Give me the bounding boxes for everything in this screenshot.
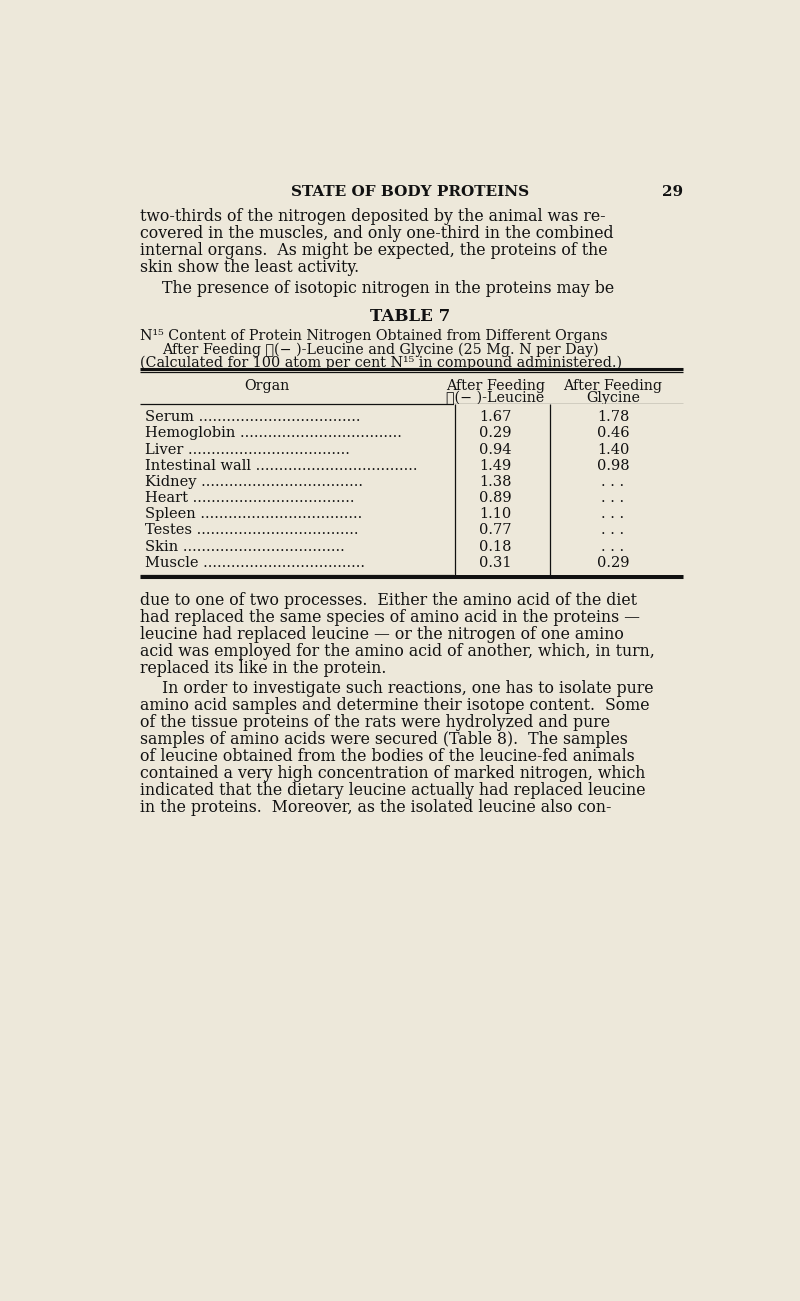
Text: 0.98: 0.98: [597, 459, 630, 472]
Text: due to one of two processes.  Either the amino acid of the diet: due to one of two processes. Either the …: [140, 592, 638, 609]
Text: 0.89: 0.89: [479, 490, 511, 505]
Text: Skin ...................................: Skin ...................................: [145, 540, 345, 554]
Text: 1.40: 1.40: [597, 442, 630, 457]
Text: 1.78: 1.78: [597, 410, 630, 424]
Text: Glycine: Glycine: [586, 392, 640, 405]
Text: 0.94: 0.94: [479, 442, 511, 457]
Text: replaced its like in the protein.: replaced its like in the protein.: [140, 660, 386, 677]
Text: skin show the least activity.: skin show the least activity.: [140, 259, 359, 276]
Text: After Feeding: After Feeding: [446, 380, 545, 393]
Text: Serum ...................................: Serum ..................................…: [145, 410, 361, 424]
Text: indicated that the dietary leucine actually had replaced leucine: indicated that the dietary leucine actua…: [140, 782, 646, 799]
Text: After Feeding: After Feeding: [563, 380, 662, 393]
Text: Heart ...................................: Heart ..................................…: [145, 490, 354, 505]
Text: 0.77: 0.77: [479, 523, 511, 537]
Text: Testes ...................................: Testes .................................…: [145, 523, 358, 537]
Text: Kidney ...................................: Kidney .................................…: [145, 475, 363, 489]
Text: had replaced the same species of amino acid in the proteins —: had replaced the same species of amino a…: [140, 609, 640, 626]
Text: . . .: . . .: [602, 475, 625, 489]
Text: Intestinal wall ...................................: Intestinal wall ........................…: [145, 459, 418, 472]
Text: of the tissue proteins of the rats were hydrolyzed and pure: of the tissue proteins of the rats were …: [140, 714, 610, 731]
Text: In order to investigate such reactions, one has to isolate pure: In order to investigate such reactions, …: [162, 680, 654, 697]
Text: 1.10: 1.10: [479, 507, 511, 522]
Text: 0.46: 0.46: [597, 427, 630, 441]
Text: The presence of isotopic nitrogen in the proteins may be: The presence of isotopic nitrogen in the…: [162, 280, 614, 297]
Text: of leucine obtained from the bodies of the leucine-fed animals: of leucine obtained from the bodies of t…: [140, 748, 635, 765]
Text: Liver ...................................: Liver ..................................…: [145, 442, 350, 457]
Text: two-thirds of the nitrogen deposited by the animal was re-: two-thirds of the nitrogen deposited by …: [140, 208, 606, 225]
Text: . . .: . . .: [602, 540, 625, 554]
Text: 0.31: 0.31: [479, 556, 511, 570]
Text: (Calculated for 100 atom per cent N¹⁵ in compound administered.): (Calculated for 100 atom per cent N¹⁵ in…: [140, 355, 622, 369]
Text: STATE OF BODY PROTEINS: STATE OF BODY PROTEINS: [291, 185, 529, 199]
Text: N¹⁵ Content of Protein Nitrogen Obtained from Different Organs: N¹⁵ Content of Protein Nitrogen Obtained…: [140, 329, 608, 343]
Text: samples of amino acids were secured (Table 8).  The samples: samples of amino acids were secured (Tab…: [140, 731, 628, 748]
Text: 29: 29: [662, 185, 683, 199]
Text: internal organs.  As might be expected, the proteins of the: internal organs. As might be expected, t…: [140, 242, 608, 259]
Text: Spleen ...................................: Spleen .................................…: [145, 507, 362, 522]
Text: . . .: . . .: [602, 490, 625, 505]
Text: . . .: . . .: [602, 523, 625, 537]
Text: 1.38: 1.38: [479, 475, 511, 489]
Text: Muscle ...................................: Muscle .................................…: [145, 556, 365, 570]
Text: contained a very high concentration of marked nitrogen, which: contained a very high concentration of m…: [140, 765, 646, 782]
Text: covered in the muscles, and only one-third in the combined: covered in the muscles, and only one-thi…: [140, 225, 614, 242]
Text: . . .: . . .: [602, 507, 625, 522]
Text: Organ: Organ: [244, 380, 290, 393]
Text: acid was employed for the amino acid of another, which, in turn,: acid was employed for the amino acid of …: [140, 643, 655, 660]
Bar: [454, 405, 683, 575]
Text: After Feeding ℓ(− )-Leucine and Glycine (25 Mg. N per Day): After Feeding ℓ(− )-Leucine and Glycine …: [162, 342, 598, 356]
Text: 0.29: 0.29: [597, 556, 630, 570]
Text: 1.67: 1.67: [479, 410, 511, 424]
Text: Hemoglobin ...................................: Hemoglobin .............................…: [145, 427, 402, 441]
Text: leucine had replaced leucine — or the nitrogen of one amino: leucine had replaced leucine — or the ni…: [140, 626, 624, 643]
Text: in the proteins.  Moreover, as the isolated leucine also con-: in the proteins. Moreover, as the isolat…: [140, 799, 612, 816]
Text: amino acid samples and determine their isotope content.  Some: amino acid samples and determine their i…: [140, 697, 650, 714]
Text: 0.18: 0.18: [479, 540, 511, 554]
Text: TABLE 7: TABLE 7: [370, 308, 450, 325]
Text: ℓ(− )-Leucine: ℓ(− )-Leucine: [446, 392, 544, 405]
Text: 0.29: 0.29: [479, 427, 511, 441]
Text: 1.49: 1.49: [479, 459, 511, 472]
